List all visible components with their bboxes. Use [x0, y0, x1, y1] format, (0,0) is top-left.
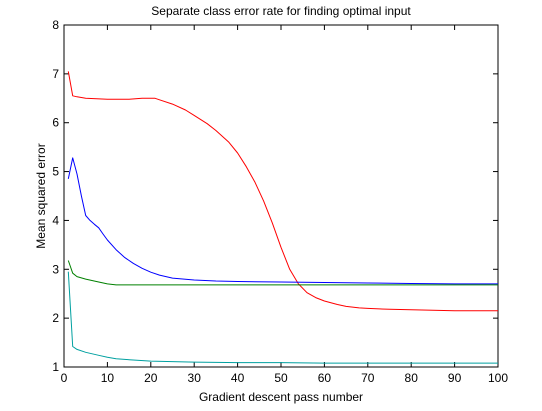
- plot-area: [63, 24, 499, 368]
- y-tick-label: 2: [52, 311, 59, 325]
- x-tick-label: 80: [405, 371, 419, 385]
- x-axis-label: Gradient descent pass number: [199, 390, 363, 404]
- y-tick-label: 7: [52, 67, 59, 81]
- y-tick-label: 6: [52, 116, 59, 130]
- x-tick-label: 90: [448, 371, 462, 385]
- y-tick-label: 3: [52, 262, 59, 276]
- y-axis-label: Mean squared error: [34, 143, 48, 248]
- y-tick-label: 1: [52, 360, 59, 374]
- x-tick-label: 20: [144, 371, 158, 385]
- series-group: [67, 71, 498, 364]
- x-tick-label: 60: [318, 371, 332, 385]
- x-tick-label: 70: [361, 371, 375, 385]
- series-line-3: [67, 260, 498, 286]
- chart-title: Separate class error rate for finding op…: [151, 4, 411, 18]
- x-tick-label: 0: [61, 371, 68, 385]
- series-line-2: [67, 157, 498, 285]
- series-line-4: [67, 271, 498, 364]
- x-tick-label: 40: [231, 371, 245, 385]
- x-tick-label: 30: [188, 371, 202, 385]
- y-tick-label: 8: [52, 18, 59, 32]
- y-tick-label: 5: [52, 165, 59, 179]
- y-tick-label: 4: [52, 213, 59, 227]
- x-tick-label: 10: [101, 371, 115, 385]
- series-line-1: [67, 71, 498, 312]
- x-tick-label: 100: [488, 371, 508, 385]
- x-tick-label: 50: [274, 371, 288, 385]
- x-axis: 0 10 20 30 40 50 60 70 80 90 100: [61, 25, 508, 385]
- y-axis: 1 2 3 4 5 6 7 8: [52, 18, 498, 374]
